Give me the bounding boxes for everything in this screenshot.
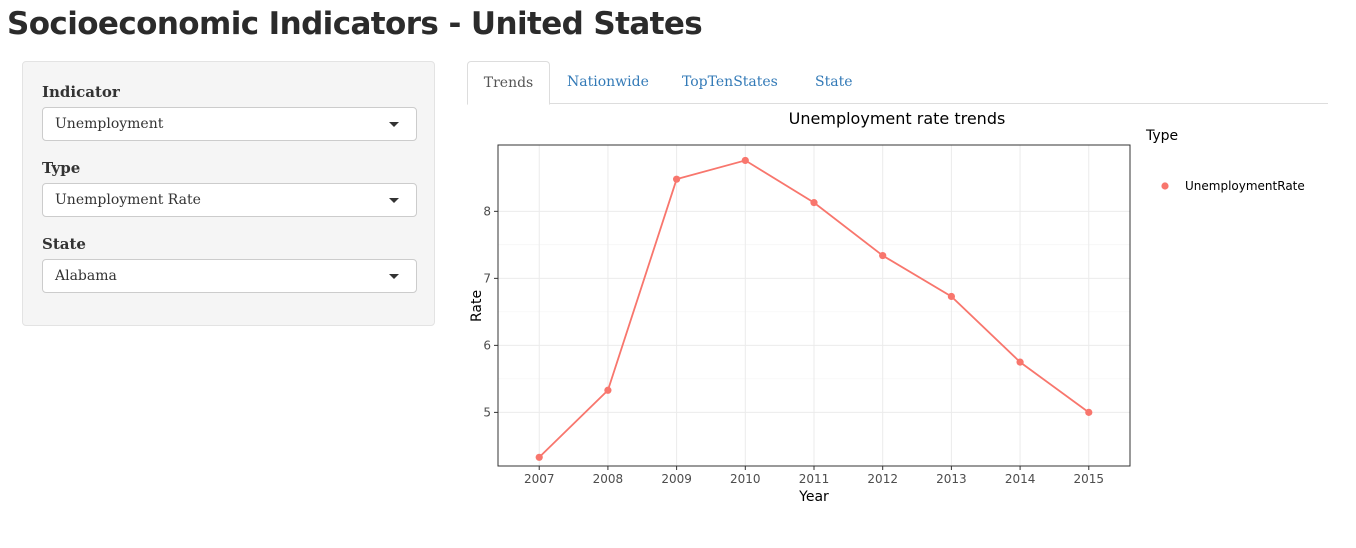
y-tick-label: 5: [483, 405, 491, 419]
tab-nationwide[interactable]: Nationwide: [567, 74, 649, 90]
legend-label: UnemploymentRate: [1185, 179, 1305, 193]
indicator-label: Indicator: [42, 83, 120, 101]
indicator-select[interactable]: Unemployment: [42, 107, 417, 141]
x-axis-label: Year: [798, 489, 829, 505]
state-select-value: Alabama: [55, 268, 117, 284]
data-point: [879, 251, 887, 260]
x-tick-label: 2012: [867, 472, 898, 486]
data-point: [810, 199, 818, 207]
x-tick-label: 2011: [799, 472, 830, 486]
type-select-value: Unemployment Rate: [55, 192, 201, 208]
x-tick-label: 2010: [730, 472, 761, 486]
legend-title: Type: [1145, 128, 1178, 144]
tab-toptenstates[interactable]: TopTenStates: [682, 74, 778, 90]
y-tick-label: 8: [483, 204, 491, 218]
sidebar-panel: Indicator Unemployment Type Unemployment…: [22, 61, 435, 326]
page-title: Socioeconomic Indicators - United States: [7, 6, 703, 42]
tab-trends[interactable]: Trends: [467, 61, 550, 105]
data-point: [741, 156, 749, 165]
x-tick-label: 2014: [1005, 472, 1036, 486]
data-point: [1085, 408, 1093, 416]
data-point: [604, 386, 612, 394]
caret-down-icon: [389, 122, 399, 127]
type-label: Type: [42, 159, 81, 177]
x-tick-label: 2009: [661, 472, 692, 486]
data-point: [673, 175, 681, 183]
caret-down-icon: [389, 274, 399, 279]
caret-down-icon: [389, 198, 399, 203]
tab-state[interactable]: State: [815, 74, 853, 90]
legend-swatch: [1161, 182, 1169, 190]
data-point: [947, 292, 955, 301]
state-label: State: [42, 235, 86, 253]
x-tick-label: 2007: [524, 472, 555, 486]
trends-chart: 5 6 7 8 2007 2008 2009 2010 2011 2012 2013 2014 2015…: [469, 109, 1305, 505]
y-tick-label: 7: [483, 271, 491, 285]
indicator-select-value: Unemployment: [55, 116, 164, 132]
chart-title: Unemployment rate trends: [789, 109, 1006, 128]
y-tick-label: 6: [483, 338, 491, 352]
data-point: [1016, 358, 1024, 366]
y-axis-label: Rate: [469, 290, 485, 322]
x-tick-label: 2008: [593, 472, 624, 486]
data-point: [535, 453, 543, 461]
x-tick-label: 2013: [936, 472, 967, 486]
state-select[interactable]: Alabama: [42, 259, 417, 293]
type-select[interactable]: Unemployment Rate: [42, 183, 417, 217]
tab-bar: Trends Nationwide TopTenStates State: [467, 61, 1328, 105]
x-tick-label: 2015: [1074, 472, 1105, 486]
